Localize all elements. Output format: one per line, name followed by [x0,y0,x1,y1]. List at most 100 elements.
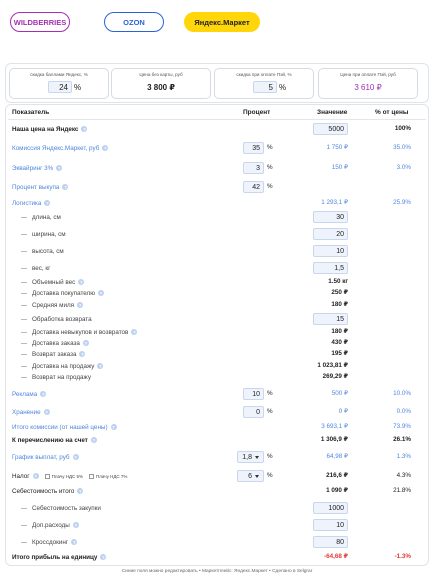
help-icon[interactable]: ? [72,454,79,460]
value-input[interactable]: 30 [313,211,348,223]
row-label: Хранение? [12,407,50,417]
help-icon[interactable]: ? [77,488,84,494]
percent-unit: % [267,472,273,479]
value-input[interactable]: 20 [313,228,348,240]
card-input[interactable]: 5 [253,81,277,93]
value-input[interactable]: 15 [313,313,348,325]
percent-input[interactable]: 10 [243,388,264,400]
percent-input[interactable]: 42 [243,181,264,193]
row-share: 73.9% [393,423,411,430]
value-input[interactable]: 1,5 [313,262,348,274]
value-input[interactable]: 10 [313,519,348,531]
row-label: Объемный вес? [32,277,85,287]
marketplace-tab[interactable]: OZON [104,12,164,32]
help-icon[interactable]: ? [100,554,107,560]
row-label-text: Комиссия Яндекс.Маркет, руб [12,144,100,152]
help-icon[interactable]: ? [72,522,79,528]
row-label-text: длина, см [32,213,61,221]
help-icon[interactable]: ? [97,363,104,369]
row-label: Логистика? [12,198,51,208]
row-value: 216,6 ₽ [326,472,348,479]
row-share: -1.3% [394,553,411,560]
row-label-text: Итого комиссии (от нашей цены) [12,423,108,431]
indent-dash [21,305,27,306]
help-icon[interactable]: ? [62,184,69,190]
row-label-text: График выплат, руб [12,453,70,461]
checkbox-label: Плачу НДС 5% [51,473,84,479]
help-icon[interactable]: ? [131,329,138,335]
help-icon[interactable]: ? [102,145,109,151]
table-panel [5,104,429,566]
percent-unit: % [267,144,273,151]
row-label: Наша цена на Яндекс? [12,124,88,134]
row-label: Средняя миля? [32,300,84,310]
checkbox[interactable] [44,473,50,479]
marketplace-tab[interactable]: Яндекс.Маркет [184,12,260,32]
row-label-text: Себестоимость итого [12,487,75,495]
help-icon[interactable]: ? [32,473,39,479]
help-icon[interactable]: ? [90,437,97,443]
row-label: длина, см [32,212,61,222]
marketplace-tab[interactable]: WILDBERRIES [10,12,70,32]
help-icon[interactable]: ? [82,340,89,346]
checkbox-option[interactable]: Плачу НДС 5% [44,473,84,479]
percent-input[interactable]: 35 [243,142,264,154]
footer-note: Синие поля можно редактировать • Маркетп… [121,569,313,574]
indent-dash [21,217,27,218]
row-label: Налог? Плачу НДС 5% Плачу НДС 7% [12,471,127,481]
row-label: Себестоимость закупки [32,503,101,513]
help-icon[interactable]: ? [97,290,104,296]
row-label: ширина, см [32,229,66,239]
row-value: 1 293,1 ₽ [321,199,348,206]
row-label: Кроссдокинг? [32,537,78,547]
percent-select[interactable]: 6 [237,470,264,482]
help-icon[interactable]: ? [78,279,85,285]
row-label: Итого комиссии (от нашей цены)? [12,422,117,432]
row-label: Реклама? [12,389,47,399]
row-label-text: Логистика [12,199,42,207]
value-input[interactable]: 1000 [313,502,348,514]
checkbox[interactable] [89,473,95,479]
indent-dash [21,354,27,355]
row-value: 64,98 ₽ [326,453,348,460]
row-share: 21.8% [393,487,411,494]
row-label: Доп.расходы? [32,520,79,530]
row-label: Себестоимость итого? [12,486,84,496]
row-label: Комиссия Яндекс.Маркет, руб? [12,143,109,153]
help-icon[interactable]: ? [79,351,86,357]
checkbox-option[interactable]: Плачу НДС 7% [89,473,128,479]
percent-input[interactable]: 0 [243,406,264,418]
help-icon[interactable]: ? [77,302,84,308]
indent-dash [21,377,27,378]
help-icon[interactable]: ? [40,391,47,397]
column-header: Значение [317,109,348,116]
summary-card: скидка баллами Яндекс, % 24% [9,68,109,99]
value-input[interactable]: 5000 [313,123,348,135]
help-icon[interactable]: ? [81,126,88,132]
percent-select[interactable]: 1,8 [237,451,264,463]
row-label-text: Итого прибыль на единицу [12,553,98,561]
indent-dash [21,343,27,344]
value-input[interactable]: 10 [313,245,348,257]
row-value: 1 306,9 ₽ [320,436,348,443]
help-icon[interactable]: ? [71,539,78,545]
row-label-text: Объемный вес [32,278,76,286]
row-share: 26.1% [393,436,411,443]
checkbox-label: Плачу НДС 7% [96,473,128,479]
row-share: 25.9% [393,199,411,206]
help-icon[interactable]: ? [56,165,63,171]
percent-input[interactable]: 3 [243,162,264,174]
row-label-text: К перечислению на счет [12,436,88,444]
row-label: высота, см [32,246,64,256]
card-value: 3 610 ₽ [354,83,382,92]
value-input[interactable]: 80 [313,536,348,548]
row-label-text: Доп.расходы [32,521,70,529]
row-label: Обработка возврата [32,314,92,324]
help-icon[interactable]: ? [43,409,50,415]
help-icon[interactable]: ? [44,200,51,206]
help-icon[interactable]: ? [110,424,117,430]
row-label-text: высота, см [32,247,64,255]
row-label-text: Налог [12,472,30,480]
card-input[interactable]: 24 [48,81,72,93]
